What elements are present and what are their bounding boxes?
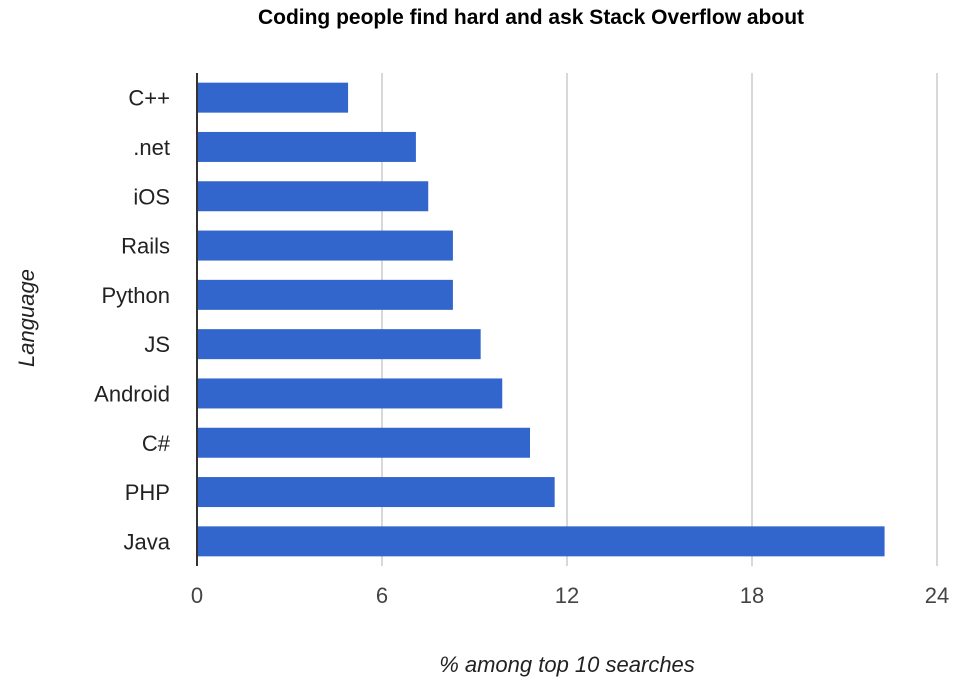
- bars: [197, 82, 885, 557]
- category-label: JS: [144, 332, 170, 357]
- chart-title: Coding people find hard and ask Stack Ov…: [258, 6, 804, 29]
- category-label: PHP: [125, 480, 170, 505]
- category-label: C++: [128, 86, 170, 111]
- x-tick-label: 0: [191, 583, 203, 608]
- x-tick-labels: 0 6 12 18 24: [191, 583, 949, 608]
- category-label: C#: [142, 431, 171, 456]
- x-tick-label: 12: [555, 583, 579, 608]
- bar: [197, 230, 453, 261]
- category-label: Android: [94, 381, 170, 406]
- category-label: .net: [133, 135, 170, 160]
- category-labels: C++ .net iOS Rails Python JS Android C# PHP Java: [94, 86, 171, 555]
- x-tick-label: 24: [925, 583, 949, 608]
- category-label: Java: [124, 529, 171, 554]
- x-axis-title: % among top 10 searches: [439, 652, 695, 677]
- category-label: iOS: [133, 184, 170, 209]
- y-axis-title: Language: [14, 269, 39, 367]
- bar: [197, 427, 530, 458]
- bar: [197, 131, 416, 162]
- bar: [197, 181, 429, 212]
- x-tick-label: 18: [740, 583, 764, 608]
- category-label: Python: [102, 283, 171, 308]
- category-label: Rails: [121, 234, 170, 259]
- bar: [197, 82, 349, 113]
- bar: [197, 329, 481, 360]
- bar: [197, 378, 503, 409]
- bar: [197, 526, 885, 557]
- x-tick-label: 6: [376, 583, 388, 608]
- bar: [197, 477, 555, 508]
- bar: [197, 279, 453, 310]
